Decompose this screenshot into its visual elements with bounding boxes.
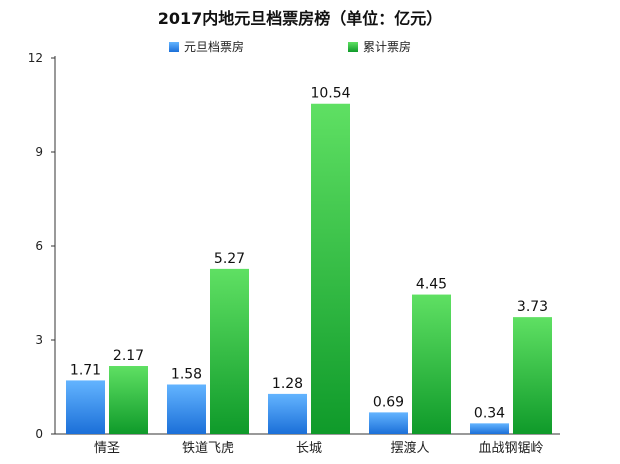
- y-axis-ticks: 0 3 6 9 12: [28, 51, 55, 441]
- value-label: 4.45: [416, 277, 447, 293]
- x-axis-labels: 情圣 铁道飞虎 长城 摆渡人 血战钢锯岭: [94, 440, 544, 456]
- legend-swatch-series-1: [169, 42, 179, 52]
- legend-label-series-2: 累计票房: [363, 39, 411, 54]
- bar-2-3: [311, 103, 350, 434]
- value-label: 0.69: [373, 394, 404, 410]
- x-category-label: 摆渡人: [390, 440, 429, 456]
- value-label: 1.58: [171, 366, 202, 382]
- bar-1-1: [66, 380, 105, 434]
- legend-label-series-1: 元旦档票房: [184, 39, 244, 54]
- y-tick-label: 6: [35, 239, 43, 253]
- value-label: 1.28: [272, 376, 303, 392]
- bar-2-4: [412, 294, 451, 434]
- x-category-label: 血战钢锯岭: [478, 441, 543, 456]
- x-category-label: 铁道飞虎: [182, 441, 234, 456]
- bar-2-2: [210, 268, 249, 434]
- y-tick-label: 3: [35, 333, 43, 347]
- chart-title: 2017内地元旦档票房榜（单位：亿元）: [158, 9, 443, 28]
- value-label: 0.34: [474, 405, 505, 421]
- y-tick-label: 9: [35, 145, 43, 159]
- x-category-label: 长城: [296, 441, 322, 456]
- y-tick-label: 12: [28, 51, 43, 65]
- x-category-label: 情圣: [94, 441, 120, 456]
- value-label: 2.17: [113, 348, 144, 364]
- bar-1-4: [369, 412, 408, 434]
- bars: 1.71 2.17 1.58 5.27 1.28 10.54 0.69 4.45 0.34 3.7…: [66, 86, 552, 434]
- bar-1-3: [268, 393, 307, 434]
- value-label: 5.27: [214, 251, 245, 267]
- legend-swatch-series-2: [348, 42, 358, 52]
- value-label: 10.54: [310, 86, 350, 102]
- bar-1-5: [470, 423, 509, 434]
- bar-2-1: [109, 366, 148, 434]
- y-tick-label: 0: [35, 427, 43, 441]
- bar-1-2: [167, 384, 206, 434]
- legend: 元旦档票房 累计票房: [169, 39, 411, 54]
- value-label: 1.71: [70, 362, 101, 378]
- bar-2-5: [513, 317, 552, 434]
- value-label: 3.73: [517, 299, 548, 315]
